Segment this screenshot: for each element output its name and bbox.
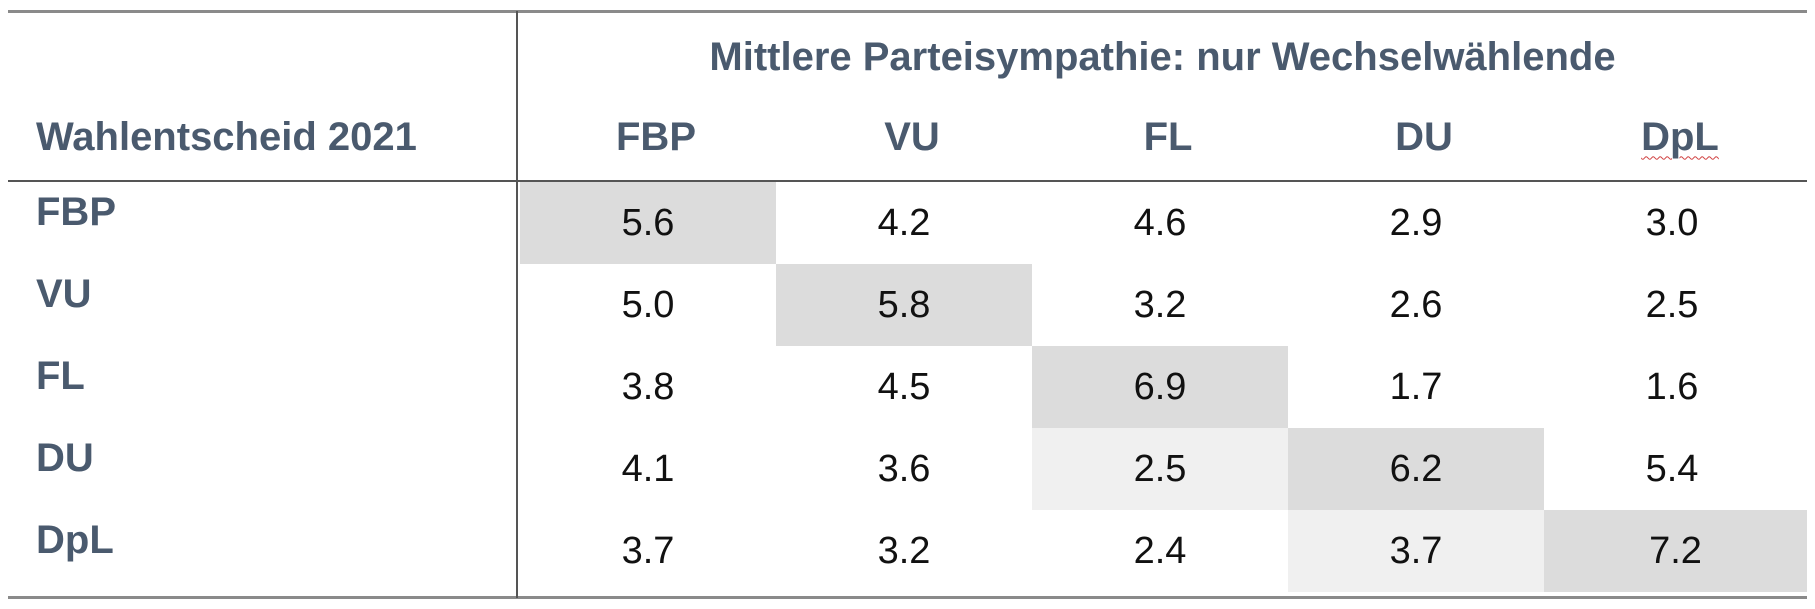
table-cell: 3.2 [877, 529, 931, 572]
row-label-dpl: DpL [36, 518, 114, 562]
table-cell: 5.4 [1645, 447, 1699, 490]
table-cell: 3.0 [1645, 201, 1699, 244]
row-label-vu: VU [36, 272, 92, 316]
top-rule [8, 10, 1807, 13]
column-header-fl: FL [1143, 114, 1193, 159]
table-cell: 3.7 [1288, 510, 1544, 592]
table-cell: 2.6 [1389, 283, 1443, 326]
table-cell: 3.2 [1133, 283, 1187, 326]
table-cell: 1.7 [1389, 365, 1443, 408]
table-cell: 1.6 [1645, 365, 1699, 408]
table-cell: 4.1 [621, 447, 675, 490]
table-cell: 5.0 [621, 283, 675, 326]
table-cell: 3.6 [877, 447, 931, 490]
column-header-fbp: FBP [616, 114, 696, 159]
table-cell: 2.9 [1389, 201, 1443, 244]
column-header-dpl: DpL [1641, 114, 1719, 159]
row-label-fbp: FBP [36, 190, 116, 234]
header-rule [8, 180, 1807, 182]
table-cell: 3.8 [621, 365, 675, 408]
column-header-du: DU [1395, 114, 1453, 159]
table-cell: 4.6 [1133, 201, 1187, 244]
table-cell: 4.5 [877, 365, 931, 408]
column-header-vu: VU [884, 114, 940, 159]
table-cell: 2.4 [1133, 529, 1187, 572]
table-cell: 6.9 [1032, 346, 1288, 428]
sympathy-table: Mittlere Parteisympathie: nur Wechselwäh… [8, 10, 1807, 600]
table-cell: 3.7 [621, 529, 675, 572]
row-label-du: DU [36, 436, 94, 480]
table-cell: 2.5 [1645, 283, 1699, 326]
table-cell: 6.2 [1288, 428, 1544, 510]
bottom-rule [8, 596, 1807, 599]
row-label-fl: FL [36, 354, 85, 398]
super-header: Mittlere Parteisympathie: nur Wechselwäh… [709, 34, 1616, 79]
table-cell: 5.8 [776, 264, 1032, 346]
table-cell: 5.6 [520, 182, 776, 264]
table-cell: 2.5 [1032, 428, 1288, 510]
table-cell: 7.2 [1544, 510, 1807, 592]
row-header-title: Wahlentscheid 2021 [36, 114, 417, 159]
column-divider [516, 11, 518, 598]
table-cell: 4.2 [877, 201, 931, 244]
